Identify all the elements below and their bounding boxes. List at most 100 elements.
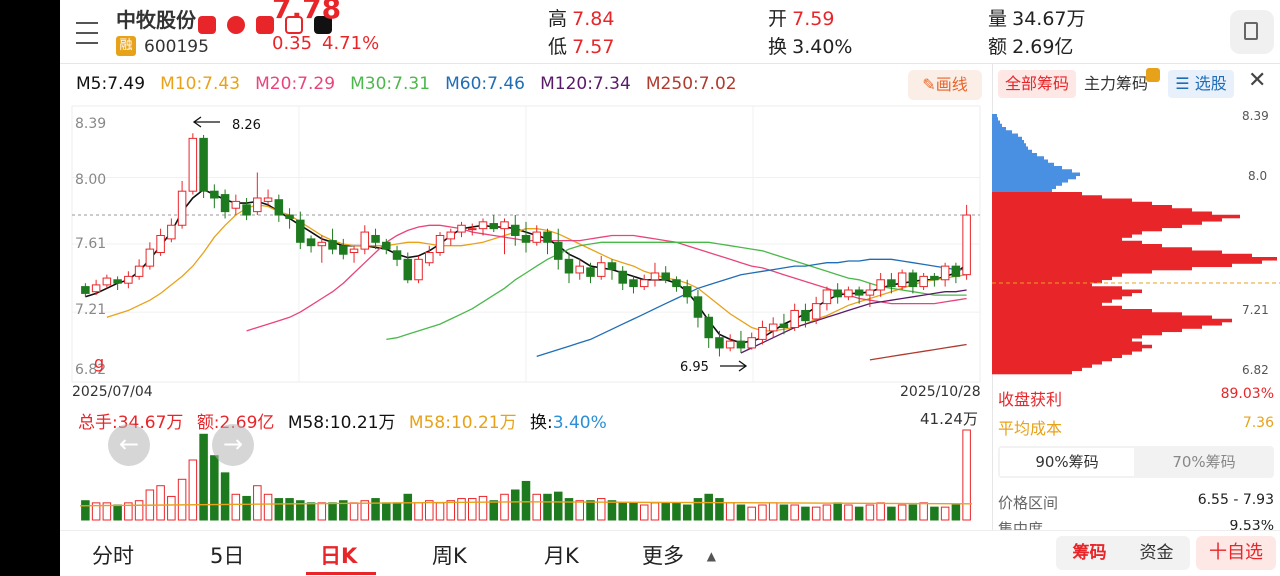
volume-bar-50: [618, 502, 627, 521]
chip-blue-row-19: [992, 175, 1076, 180]
chat-icon[interactable]: [285, 16, 304, 34]
close-icon[interactable]: ✕: [1248, 68, 1267, 93]
tiktok-icon[interactable]: [314, 16, 333, 34]
chip-blue-row-17: [992, 169, 1072, 173]
chip-blue-row-13: [992, 156, 1044, 160]
kline-chart[interactable]: 8.39 8.00 7.61 7.21 6.82 g 8.26 6.95 202…: [60, 100, 990, 400]
draw-line-button[interactable]: ✎画线: [908, 70, 982, 100]
chip-red-row-49: [992, 351, 1132, 355]
seg-70-button[interactable]: 70%筹码: [1172, 453, 1236, 471]
chip-blue-row-7: [992, 136, 1022, 141]
chip-red-row-39: [992, 318, 1232, 323]
volume-chart[interactable]: [60, 428, 990, 522]
chip-blue-row-0: [992, 114, 997, 118]
candle-39: [500, 218, 509, 255]
candle-4: [124, 271, 133, 289]
conc-value: 9.53%: [1229, 520, 1274, 530]
tab-intraday[interactable]: 分时: [92, 544, 134, 568]
volume-bar-65: [779, 504, 789, 521]
tab-monthly-k[interactable]: 月K: [544, 544, 579, 568]
candle-24: [339, 238, 348, 260]
candle-52: [639, 274, 649, 290]
tab-more[interactable]: 更多 ▲: [642, 544, 716, 568]
prev-arrow-button[interactable]: ←: [108, 424, 150, 466]
y-tick-2: 7.61: [75, 236, 106, 252]
seg-90-button[interactable]: 90%筹码: [1000, 448, 1134, 476]
chip-red-row-50: [992, 354, 1122, 359]
tab-all-chips[interactable]: 全部筹码: [998, 70, 1076, 98]
candle-32: [425, 245, 434, 267]
price-change-pct: 4.71%: [322, 33, 380, 54]
volume-bar-30: [403, 493, 413, 521]
chip-button[interactable]: 筹码: [1072, 543, 1107, 563]
candle-26: [360, 225, 370, 255]
fund-button[interactable]: 资金: [1139, 543, 1174, 563]
candle-72: [854, 286, 864, 304]
fullscreen-button[interactable]: [1230, 10, 1274, 54]
candle-61: [736, 330, 746, 354]
candle-81: [951, 262, 961, 284]
volume-bar-24: [339, 500, 348, 521]
add-watchlist-button[interactable]: 十自选: [1196, 536, 1276, 570]
candle-60: [725, 334, 735, 352]
price-change: 0.35: [272, 33, 313, 54]
range-value: 6.55 - 7.93: [1197, 492, 1274, 508]
volume-bar-11: [199, 433, 208, 521]
chip-blue-row-11: [992, 149, 1032, 154]
chip-red-row-54: [992, 367, 1082, 372]
back-icon[interactable]: [74, 16, 104, 46]
volume-bar-48: [596, 498, 606, 521]
candle-14: [231, 194, 241, 216]
volume-bar-52: [639, 504, 649, 521]
chip-red-row-14: [992, 237, 1122, 242]
candle-64: [768, 317, 778, 338]
candle-35: [457, 221, 466, 238]
volume-bar-13: [220, 472, 230, 521]
volume-bar-23: [328, 502, 337, 521]
low-marker: 6.95: [680, 360, 748, 375]
video-icon[interactable]: [256, 16, 275, 34]
volume-bar-72: [854, 506, 864, 521]
chip-red-row-12: [992, 231, 1142, 235]
m58b-label: M58:10.21万: [408, 413, 517, 433]
chip-red-row-40: [992, 322, 1222, 326]
m58-label: M58:10.21万: [287, 413, 396, 433]
tab-daily-k[interactable]: 日K: [320, 544, 358, 568]
candle-25: [349, 245, 359, 263]
chip-blue-row-4: [992, 127, 1006, 131]
volume-bar-25: [349, 502, 359, 521]
ma-legend: M5:7.49 M10:7.43 M20:7.29 M30:7.31 M60:7…: [76, 74, 737, 94]
candle-19: [285, 208, 294, 229]
select-stock-button[interactable]: ☰ 选股: [1168, 70, 1234, 98]
ma120-label: M120:7.34: [540, 74, 631, 94]
volume-bar-76: [897, 504, 907, 521]
volume-legend: 总手:34.67万 额:2.69亿 M58:10.21万 M58:10.21万 …: [78, 408, 607, 433]
chip-segment: 90%筹码 70%筹码: [998, 446, 1274, 478]
volume-bar-18: [274, 498, 284, 521]
chip-red-row-9: [992, 221, 1202, 225]
ma20-label: M20:7.29: [255, 74, 336, 94]
candle-44: [553, 228, 563, 270]
y-tick-4: 6.82: [75, 362, 106, 378]
candle-53: [650, 262, 660, 287]
volume-bar-81: [951, 504, 961, 521]
chip-red-row-45: [992, 338, 1132, 342]
chip-red-row-51: [992, 357, 1112, 362]
start-date: 2025/07/04: [72, 384, 153, 400]
tab-weekly-k[interactable]: 周K: [432, 544, 467, 568]
avg-cost-label: 平均成本: [998, 419, 1063, 438]
low-stat: 低 7.57: [548, 36, 615, 58]
small-mark: g: [94, 353, 104, 372]
volume-bar-31: [414, 502, 423, 521]
profit-row: 收盘获利 89.03%: [998, 386, 1274, 410]
candle-3: [113, 276, 122, 290]
weibo-icon[interactable]: [198, 16, 216, 34]
tab-5day[interactable]: 5日: [210, 544, 245, 568]
next-arrow-button[interactable]: →: [212, 424, 254, 466]
tab-main-chips[interactable]: 主力筹码: [1084, 68, 1164, 98]
chip-red-row-53: [992, 364, 1092, 368]
volume-bar-29: [392, 502, 402, 521]
high-marker: 8.26: [192, 116, 261, 133]
candle-2: [102, 274, 112, 289]
netease-icon[interactable]: [227, 16, 246, 34]
